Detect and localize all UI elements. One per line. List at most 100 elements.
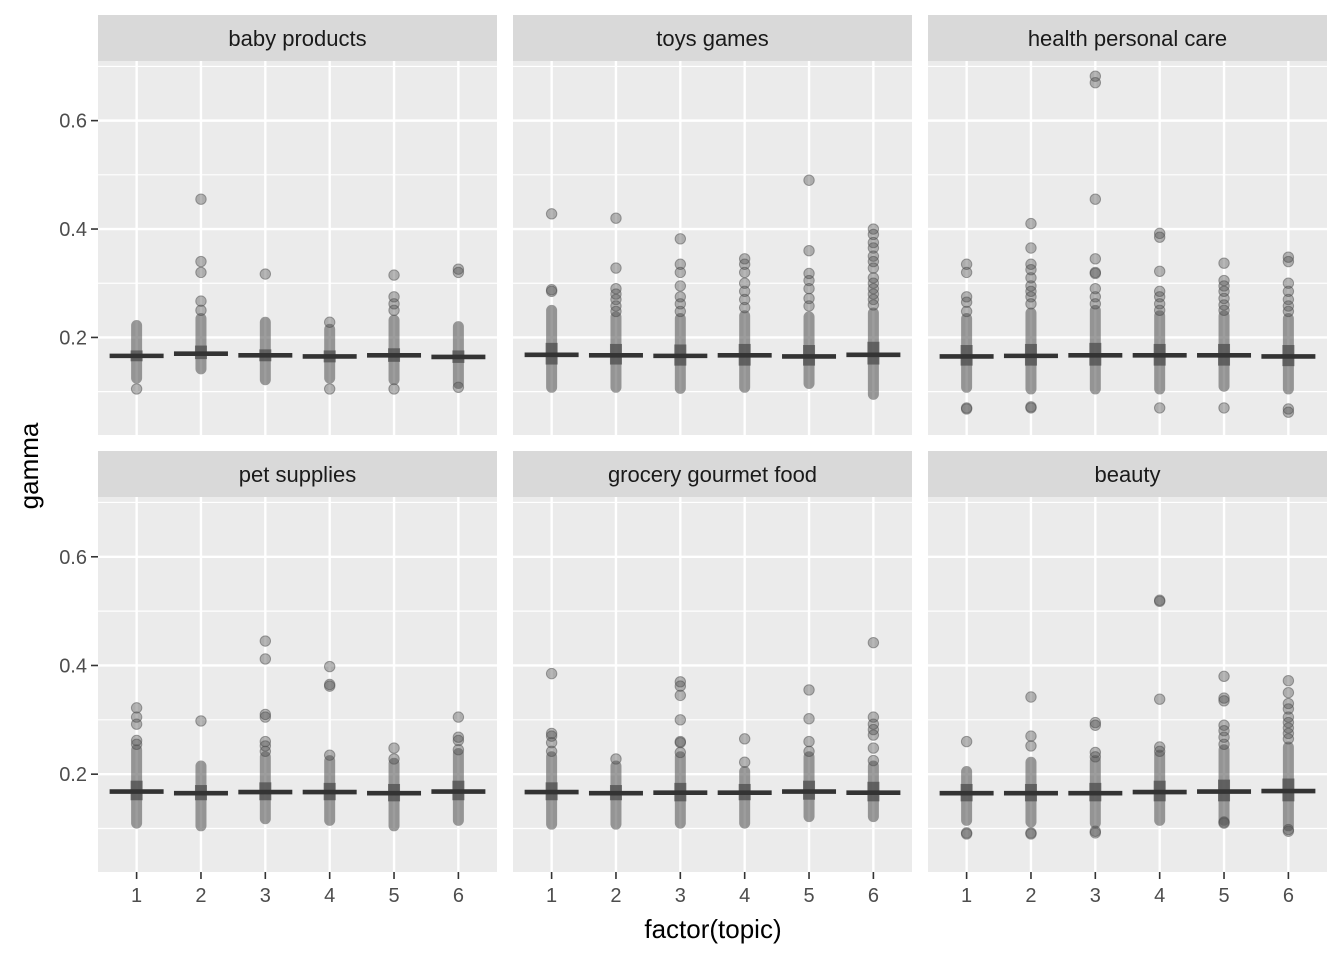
boxplot-topic-4 [1132, 594, 1187, 826]
x-tick-label: 2 [195, 885, 206, 907]
outlier-point [738, 301, 751, 314]
outlier-point [803, 735, 815, 748]
facet-strip [98, 15, 497, 61]
axes-layer: 0.2 0.4 0.6 0.2 0.4 0.6 1 2 3 4 5 6 1 2 3 4 5 6 1 2 3 4 5 6 [59, 111, 1294, 907]
outlier-point [323, 660, 336, 673]
facet-panel: pet supplies [98, 451, 497, 872]
outlier-point [130, 383, 143, 395]
boxplot-topic-1 [109, 320, 164, 395]
outlier-point [1282, 285, 1295, 298]
outlier-point [259, 635, 272, 647]
outlier-point [1218, 670, 1230, 683]
outlier-point [674, 746, 687, 759]
y-tick-label: 0.4 [59, 219, 87, 241]
boxplot-topic-4 [1132, 227, 1187, 414]
boxplot-topic-2 [1003, 691, 1058, 840]
x-axis-title: factor(topic) [644, 914, 781, 944]
y-tick-label: 0.2 [59, 764, 87, 786]
facet-strip [928, 15, 1327, 61]
outlier-point [545, 208, 558, 220]
x-tick-label: 5 [1218, 885, 1229, 907]
x-tick-label: 1 [546, 885, 557, 907]
panel-background [98, 61, 497, 435]
outlier-point [674, 676, 687, 688]
outlier-point [674, 266, 687, 279]
facet-panel: baby products [98, 15, 497, 435]
outlier-point [738, 285, 751, 298]
outlier-point [674, 714, 687, 726]
boxplot-topic-2 [588, 753, 643, 830]
outlier-point [674, 680, 687, 692]
facet-strip [513, 15, 912, 61]
outlier-point [738, 266, 751, 279]
outlier-point [1282, 406, 1295, 418]
outlier-point [803, 713, 815, 725]
outlier-point [803, 300, 815, 312]
outlier-point [960, 258, 973, 270]
outlier-point [1089, 70, 1102, 82]
boxplot-topic-4 [717, 253, 772, 393]
facet-strip-label: grocery gourmet food [608, 462, 817, 487]
outlier-point [1089, 298, 1102, 310]
outlier-point [1089, 193, 1102, 205]
outlier-point [545, 285, 558, 298]
outlier-point [388, 742, 400, 754]
outlier-point [960, 735, 973, 748]
outlier-point [388, 304, 400, 317]
outlier-point [1089, 267, 1102, 280]
boxplot-topic-3 [238, 635, 293, 825]
boxplot-topic-2 [173, 193, 228, 375]
outlier-point [452, 711, 465, 723]
facet-panel: toys games [513, 15, 912, 435]
outlier-point [1218, 817, 1230, 829]
outlier-point [259, 711, 272, 723]
outlier-point [738, 756, 751, 768]
outlier-point [195, 255, 207, 268]
x-tick-label: 3 [675, 885, 686, 907]
outlier-point [259, 653, 272, 665]
outlier-point [1089, 827, 1102, 839]
outlier-point [1153, 741, 1166, 753]
boxplot-topic-2 [1003, 217, 1058, 414]
boxplot-topic-3 [238, 268, 293, 386]
outlier-point [1282, 255, 1295, 268]
boxplot-topic-6 [846, 223, 901, 400]
outlier-point [259, 735, 272, 748]
outlier-point [738, 258, 751, 270]
x-tick-label: 4 [1154, 885, 1165, 907]
outlier-point [1153, 402, 1166, 414]
outlier-point [960, 828, 973, 840]
outlier-point [1025, 298, 1037, 310]
outlier-point [1153, 595, 1166, 608]
x-tick-label: 3 [1090, 885, 1101, 907]
outlier-point [323, 316, 336, 328]
outlier-point [1025, 828, 1037, 840]
x-tick-label: 6 [868, 885, 879, 907]
outlier-point [1282, 305, 1295, 318]
y-tick-label: 0.2 [59, 327, 87, 349]
panel-background [513, 61, 912, 435]
outlier-point [867, 262, 880, 274]
outlier-point [1089, 76, 1102, 89]
x-tick-label: 1 [131, 885, 142, 907]
outlier-point [738, 733, 751, 745]
x-tick-label: 3 [260, 885, 271, 907]
facet-panel: beauty [928, 451, 1327, 872]
outlier-point [1153, 298, 1166, 310]
boxplot-topic-5 [367, 742, 422, 832]
facet-strip-label: beauty [1094, 462, 1160, 487]
x-tick-label: 5 [803, 885, 814, 907]
outlier-point [545, 736, 558, 749]
outlier-point [1282, 251, 1295, 263]
boxplot-topic-1 [939, 258, 994, 415]
y-axis-title: gamma [14, 422, 44, 509]
outlier-point [545, 730, 558, 742]
outlier-point [1282, 277, 1295, 289]
boxplot-topic-1 [109, 702, 164, 829]
outlier-point [610, 293, 622, 306]
outlier-point [610, 262, 622, 274]
outlier-point [1025, 691, 1037, 703]
outlier-point [803, 174, 815, 186]
boxplot-topic-4 [302, 316, 357, 395]
facet-strip-label: baby products [228, 26, 366, 51]
